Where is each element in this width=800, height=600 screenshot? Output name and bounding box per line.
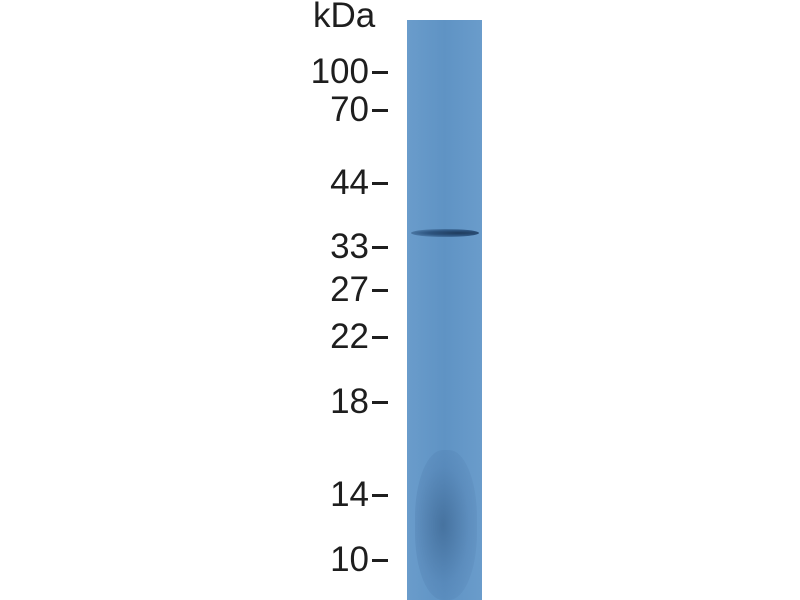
marker-label: 10 <box>330 540 369 579</box>
marker-label: 22 <box>330 317 369 356</box>
protein-band <box>411 229 479 237</box>
marker-70: 70 <box>330 92 388 128</box>
marker-18: 18 <box>330 384 388 420</box>
marker-label: 100 <box>310 52 369 91</box>
marker-tick <box>372 70 388 74</box>
marker-14: 14 <box>330 477 388 513</box>
marker-10: 10 <box>330 542 388 578</box>
marker-22: 22 <box>330 319 388 355</box>
marker-27: 27 <box>330 272 388 308</box>
blot-lane <box>407 20 482 600</box>
marker-tick <box>372 493 388 497</box>
marker-33: 33 <box>330 229 388 265</box>
unit-label: kDa <box>313 0 376 35</box>
marker-tick <box>372 288 388 292</box>
marker-label: 27 <box>330 270 369 309</box>
marker-100: 100 <box>311 54 388 90</box>
marker-tick <box>372 400 388 404</box>
marker-tick <box>372 335 388 339</box>
marker-tick <box>372 181 388 185</box>
marker-label: 18 <box>330 382 369 421</box>
marker-tick <box>372 558 388 562</box>
marker-label: 44 <box>330 163 369 202</box>
marker-label: 33 <box>330 227 369 266</box>
marker-44: 44 <box>330 165 388 201</box>
marker-label: 14 <box>330 475 369 514</box>
marker-tick <box>372 245 388 249</box>
low-mw-smear <box>415 450 477 600</box>
marker-label: 70 <box>330 90 369 129</box>
marker-tick <box>372 108 388 112</box>
